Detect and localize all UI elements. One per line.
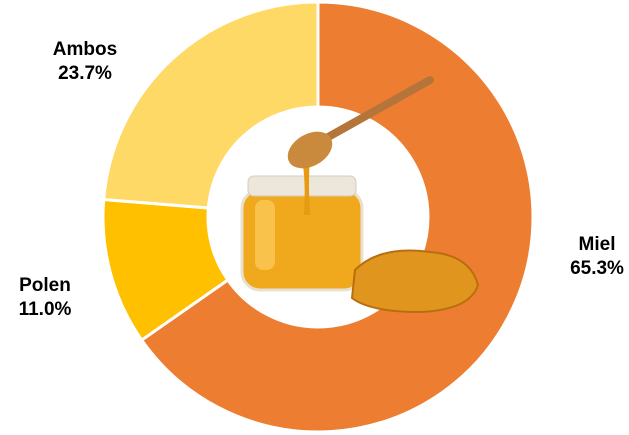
slice-value-label: 11.0% — [19, 299, 72, 320]
slice-label: Miel — [579, 234, 616, 255]
slice — [102, 0, 320, 210]
honey-illustration — [240, 76, 480, 314]
slices — [101, 0, 535, 434]
honey-drip — [302, 160, 310, 215]
slice-label: Polen — [19, 275, 71, 296]
labels: Miel 65.3% Polen 11.0% Ambos 23.7% — [19, 39, 624, 320]
jar-shine — [255, 200, 275, 270]
honeycomb — [350, 249, 480, 314]
slice — [139, 0, 535, 434]
slice-label: Ambos — [53, 39, 117, 60]
slice-value-label: 23.7% — [58, 63, 112, 84]
dipper-head — [287, 131, 333, 169]
slice-value-label: 65.3% — [570, 258, 624, 279]
jar-lid — [247, 175, 357, 197]
